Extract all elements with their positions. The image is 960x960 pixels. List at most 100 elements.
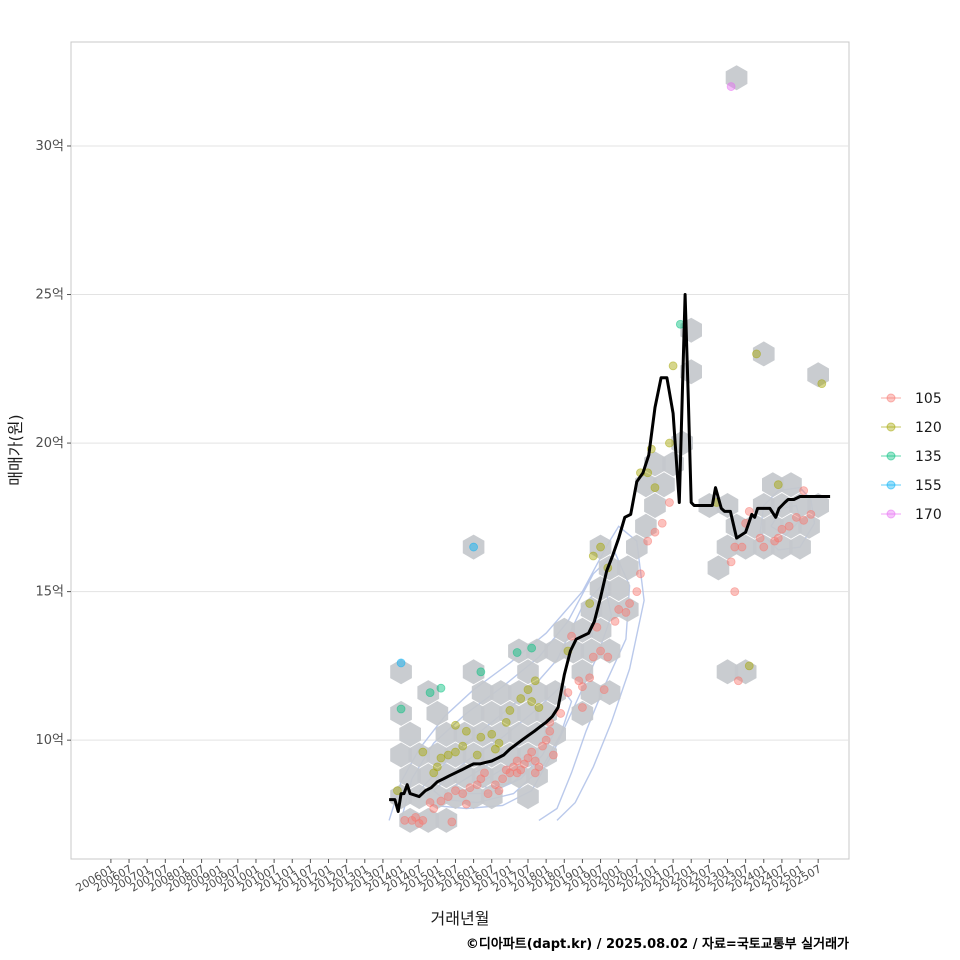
data-point-105	[730, 542, 740, 552]
data-point-105	[400, 815, 410, 825]
data-point-135	[396, 704, 406, 714]
data-point-105	[733, 676, 743, 686]
legend-key-point	[886, 451, 896, 461]
legend-key-point	[886, 422, 896, 432]
data-point-105	[512, 756, 522, 766]
legend-key-point	[886, 480, 896, 490]
hexbin-cell	[762, 513, 784, 539]
data-point-120	[476, 732, 486, 742]
data-point-135	[425, 688, 435, 698]
hexbin-cell	[390, 659, 412, 685]
data-point-135	[436, 683, 446, 693]
hexbin-cell	[789, 534, 811, 560]
y-tick-label: 20억	[35, 436, 64, 451]
hexbin-cell	[752, 341, 775, 367]
data-point-135	[527, 643, 537, 653]
data-point-105	[755, 533, 765, 543]
legend-label: 120	[915, 420, 942, 436]
data-point-105	[461, 799, 471, 809]
hexbin-cell	[716, 534, 739, 560]
hexbin-cell	[471, 721, 494, 747]
data-point-120	[418, 747, 428, 757]
data-point-105	[548, 750, 558, 760]
scatter-points	[393, 82, 827, 828]
data-point-120	[443, 750, 453, 760]
legend-key-point	[886, 393, 896, 403]
hexbin-cell	[471, 680, 494, 706]
plot-panel	[70, 41, 850, 860]
data-point-105	[777, 524, 787, 534]
hexbin-cell	[771, 534, 793, 560]
data-point-105	[585, 673, 595, 683]
hexbin-cell	[734, 659, 757, 685]
data-point-105	[483, 789, 493, 799]
data-point-170	[726, 82, 736, 91]
data-point-105	[527, 747, 537, 757]
source-caption: ©디아파트(dapt.kr) / 2025.08.02 / 자료=국토교통부 실…	[466, 936, 849, 952]
legend-label: 155	[915, 478, 942, 494]
data-point-120	[393, 786, 402, 796]
hexbin-cell	[762, 472, 784, 498]
data-point-105	[614, 605, 624, 614]
data-point-105	[567, 631, 576, 641]
hexbin-cell	[807, 362, 829, 388]
data-point-105	[603, 652, 613, 662]
hexbin-cell	[490, 680, 512, 706]
hexbin-cell	[571, 700, 594, 726]
data-point-120	[458, 741, 468, 751]
data-point-120	[650, 483, 660, 493]
data-point-105	[730, 587, 740, 597]
data-point-105	[512, 768, 522, 778]
data-point-105	[625, 599, 634, 608]
data-point-105	[632, 587, 642, 597]
hexbin-cell	[780, 472, 802, 498]
y-tick-label: 15억	[35, 585, 64, 600]
data-point-105	[578, 682, 587, 692]
data-point-105	[494, 786, 504, 796]
hexbin-cell	[571, 617, 594, 643]
data-point-120	[432, 762, 442, 772]
data-point-135	[476, 667, 486, 677]
hexbin-cell	[571, 659, 594, 685]
hexbin-cell	[517, 700, 539, 726]
hexbin-cell	[517, 784, 539, 810]
data-point-105	[498, 774, 508, 784]
data-point-120	[665, 438, 674, 448]
data-point-105	[799, 515, 809, 525]
hexbin-cell	[399, 721, 421, 747]
hexbin-cell	[462, 700, 485, 726]
data-point-105	[425, 798, 435, 807]
data-point-120	[588, 551, 598, 561]
data-point-120	[490, 744, 500, 754]
data-point-105	[636, 569, 645, 579]
data-point-105	[451, 786, 460, 796]
hexbin-cell	[526, 763, 548, 789]
data-point-120	[487, 729, 497, 739]
data-point-105	[665, 498, 674, 507]
hexbin-cell	[508, 721, 530, 747]
data-point-120	[501, 717, 511, 727]
data-point-105	[726, 557, 736, 567]
data-point-105	[799, 486, 809, 496]
data-point-105	[657, 518, 667, 528]
legend-label: 170	[915, 507, 942, 523]
hexbin-cell	[653, 472, 675, 498]
hexbin-cell	[390, 742, 412, 768]
hexbin-cell	[490, 763, 512, 789]
data-point-105	[599, 685, 609, 695]
x-axis-ticks: 2006012006072007012007072008012008072009…	[74, 859, 824, 895]
hexbin-layer	[390, 65, 829, 833]
hexbin-cell	[399, 807, 421, 833]
y-axis-ticks: 10억 15억 20억 25억 30억	[35, 139, 71, 748]
data-point-105	[773, 533, 783, 543]
hexbin-cell	[526, 680, 548, 706]
hexbin-cell	[598, 555, 621, 581]
hexbin-cell	[616, 555, 639, 581]
data-point-105	[588, 652, 598, 662]
data-point-135	[512, 648, 522, 657]
data-point-105	[806, 509, 816, 519]
data-point-105	[541, 735, 551, 745]
legend-key-point	[886, 509, 896, 519]
data-point-105	[759, 542, 769, 552]
hexbin-cell	[716, 493, 739, 518]
